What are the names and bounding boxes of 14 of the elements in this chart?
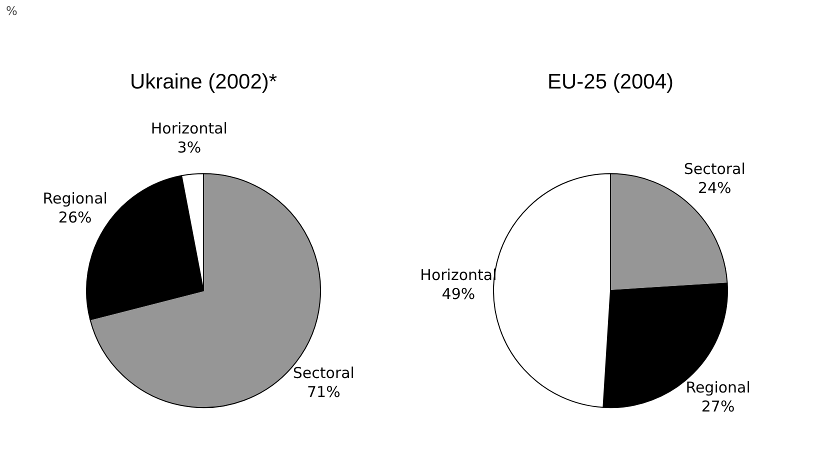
data-label: 24%: [698, 179, 732, 198]
chart-title: Ukraine (2002)*: [130, 70, 278, 94]
chart-title: EU-25 (2004): [547, 70, 674, 94]
text: %: [6, 4, 18, 18]
data-label: 71%: [307, 383, 340, 402]
data-label: 26%: [58, 208, 92, 226]
slice-label: Sectoral: [684, 160, 746, 178]
slice-label: Regional: [42, 189, 108, 208]
data-label: 27%: [701, 398, 735, 416]
slice-label: Sectoral: [292, 364, 354, 382]
data-label: 49%: [442, 285, 476, 304]
data-label: 3%: [177, 138, 202, 157]
slice-label: Regional: [686, 378, 750, 397]
slice-label: Horizontal: [150, 120, 228, 138]
